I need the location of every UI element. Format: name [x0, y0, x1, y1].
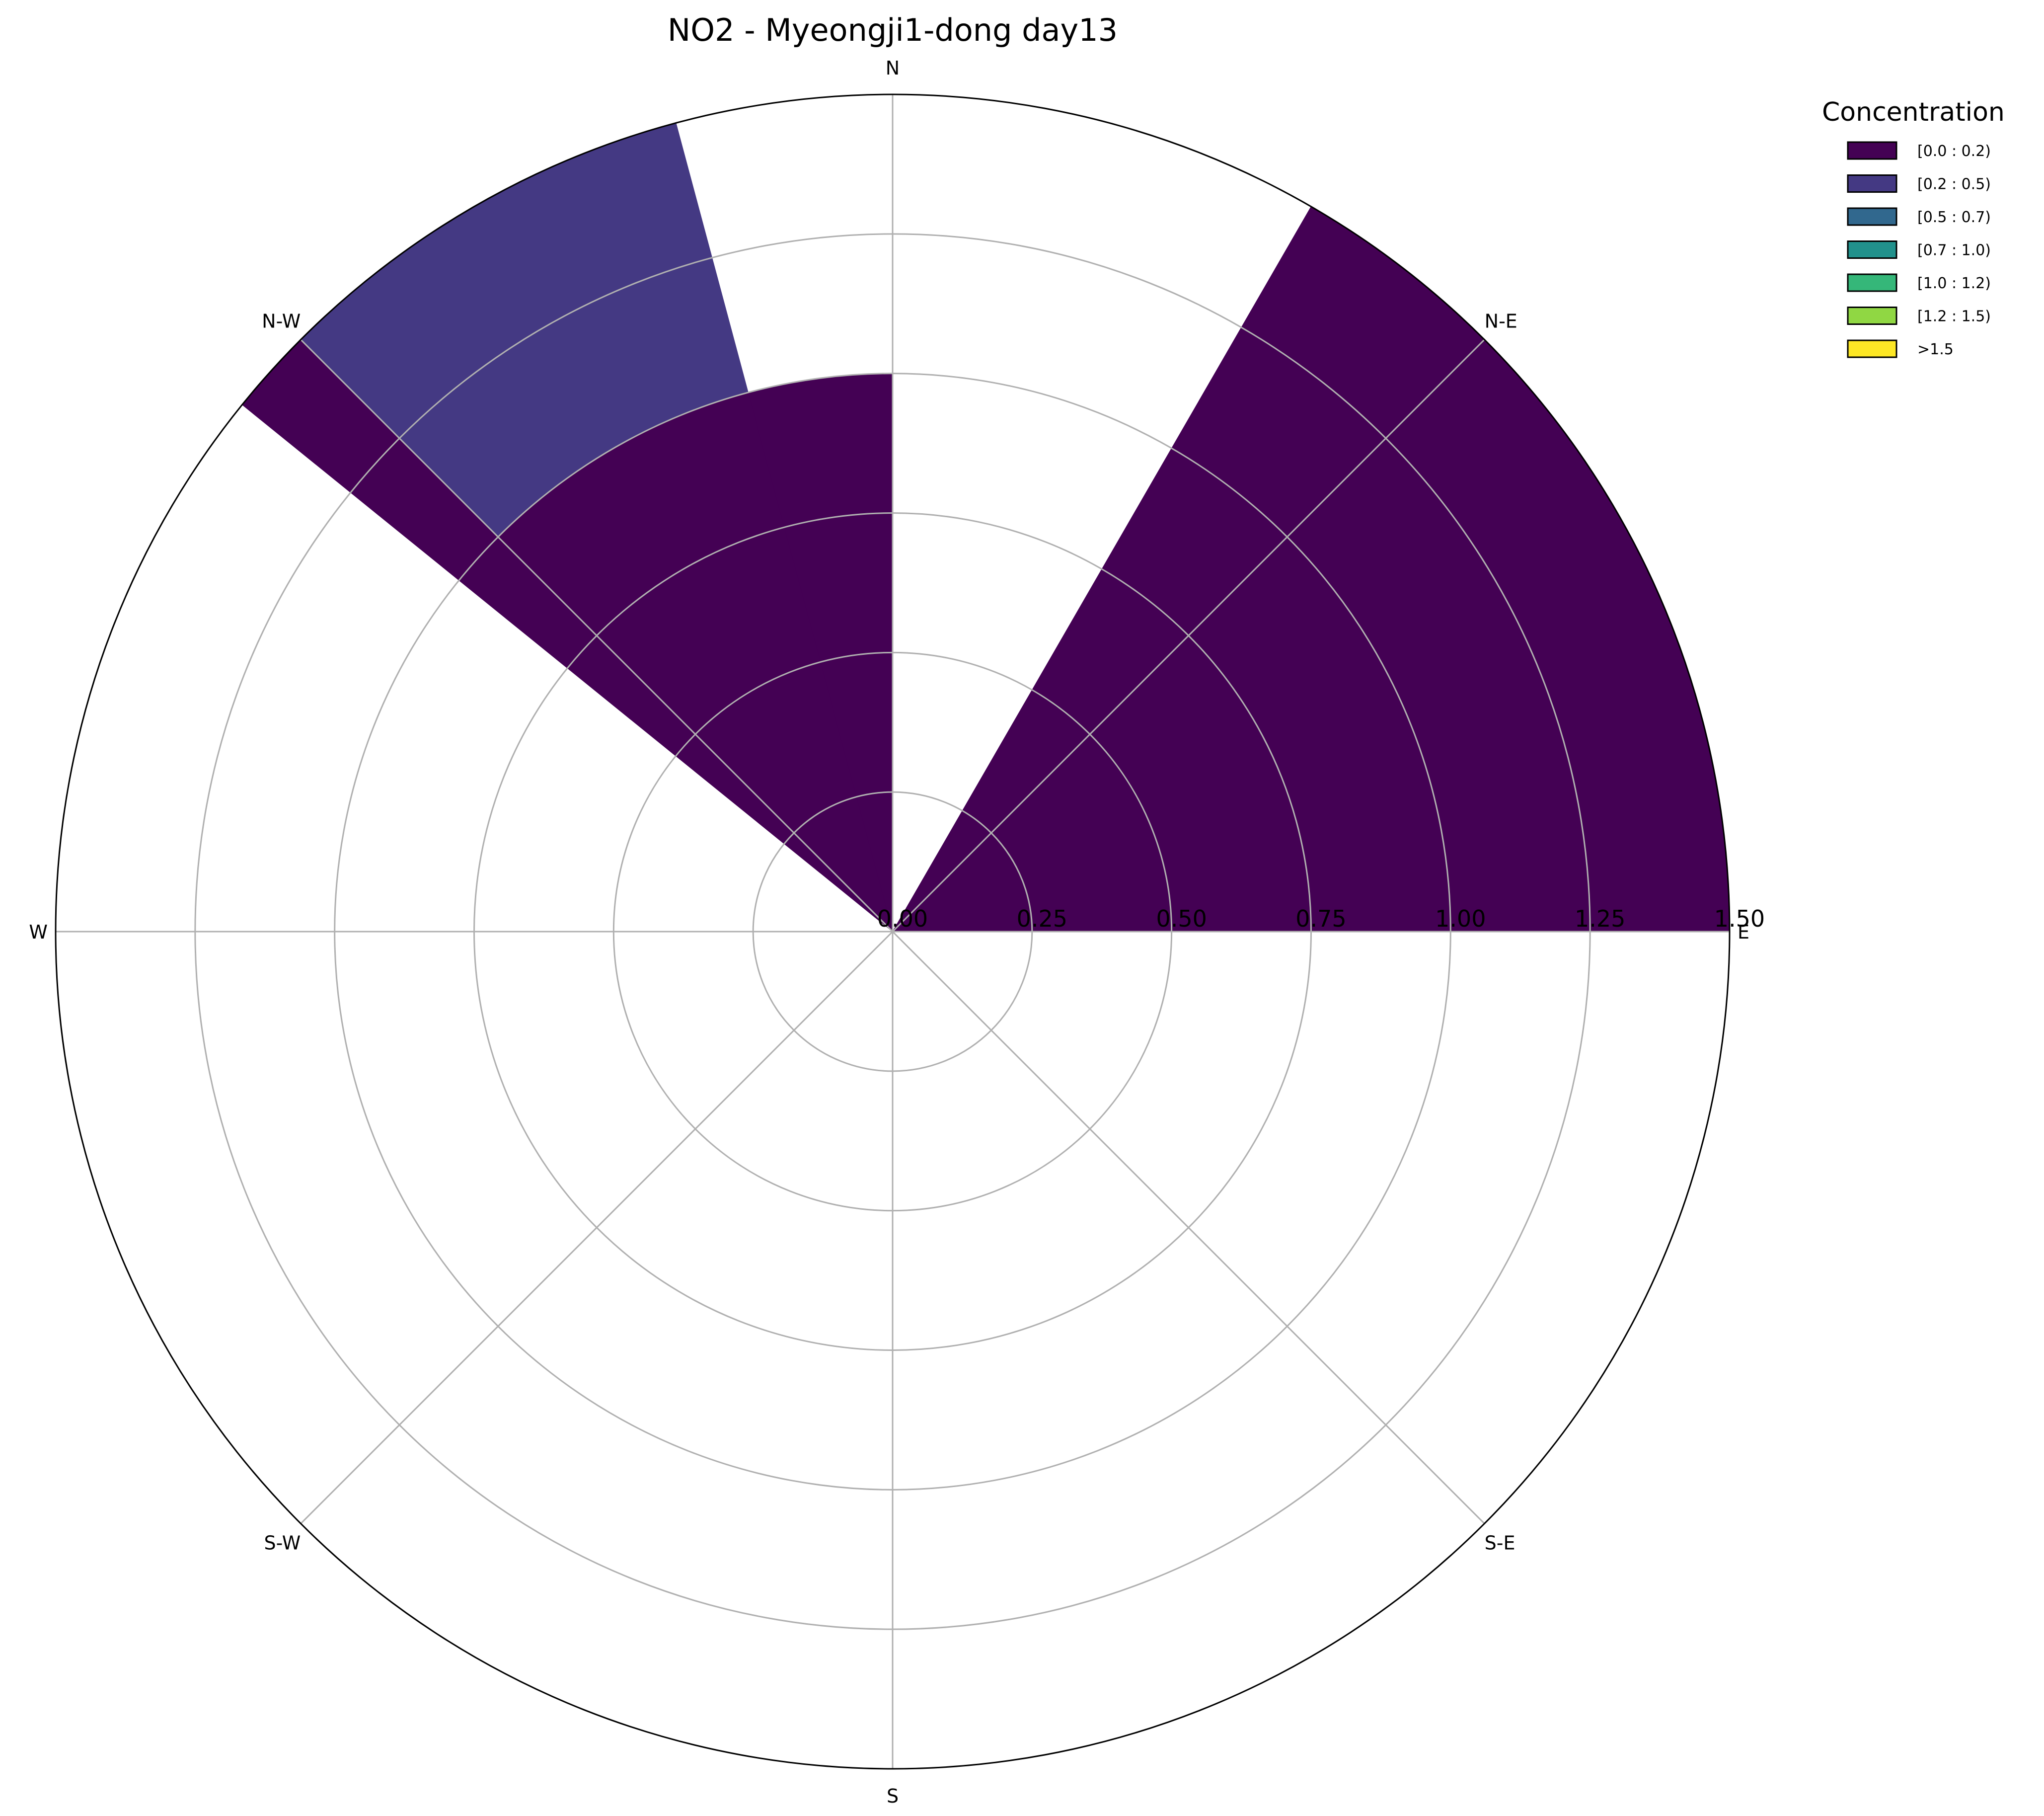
legend-label-4: [1.0 : 1.2)	[1917, 275, 1991, 292]
direction-label-s-e: S-E	[1485, 1532, 1515, 1554]
grid-spoke-s-e	[892, 931, 1485, 1524]
direction-label-s: S	[887, 1785, 899, 1807]
legend-label-6: >1.5	[1917, 341, 1954, 358]
r-tick-label-4: 1.00	[1435, 905, 1486, 932]
direction-label-s-w: S-W	[264, 1532, 301, 1554]
r-tick-label-0: 0.00	[877, 905, 928, 932]
legend-swatch-6	[1847, 339, 1897, 358]
legend-swatch-0	[1847, 141, 1897, 160]
legend-label-2: [0.5 : 0.7)	[1917, 209, 1991, 226]
r-tick-label-1: 0.25	[1017, 905, 1067, 932]
legend-swatch-1	[1847, 174, 1897, 193]
legend-swatch-4	[1847, 273, 1897, 292]
legend: Concentration [0.0 : 0.2) [0.2 : 0.5) [0.5…	[1822, 97, 2005, 358]
r-tick-label-2: 0.50	[1156, 905, 1207, 932]
direction-label-n: N	[886, 57, 900, 79]
sectors-layer	[241, 122, 1730, 933]
grid-spoke-s-w	[300, 931, 894, 1524]
r-tick-label-5: 1.25	[1575, 905, 1625, 932]
legend-label-5: [1.2 : 1.5)	[1917, 308, 1991, 325]
grid-spoke-n-w	[300, 339, 894, 933]
legend-swatch-3	[1847, 240, 1897, 259]
sector-0-segment-0	[892, 206, 1730, 932]
direction-label-e: E	[1738, 921, 1749, 943]
grid-layer	[55, 93, 1731, 1770]
r-tick-label-6: 1.50	[1714, 905, 1765, 932]
legend-swatch-2	[1847, 207, 1897, 226]
labels-layer: 0.00 0.25 0.50 0.75 1.00 1.25 1.50 N N-E E S-E S S-W…	[29, 57, 1765, 1807]
grid-spoke-n-e	[892, 339, 1485, 933]
direction-label-n-w: N-W	[262, 310, 301, 332]
chart-title: NO2 - Myeongji1-dong day13	[668, 12, 1118, 48]
legend-label-3: [0.7 : 1.0)	[1917, 242, 1991, 259]
direction-label-w: W	[29, 921, 48, 943]
r-tick-label-3: 0.75	[1295, 905, 1346, 932]
legend-label-0: [0.0 : 0.2)	[1917, 143, 1991, 160]
legend-label-1: [0.2 : 0.5)	[1917, 176, 1991, 193]
direction-label-n-e: N-E	[1485, 310, 1517, 332]
polar-frame	[55, 93, 1731, 1770]
legend-title: Concentration	[1822, 97, 2005, 127]
legend-swatch-5	[1847, 307, 1897, 325]
